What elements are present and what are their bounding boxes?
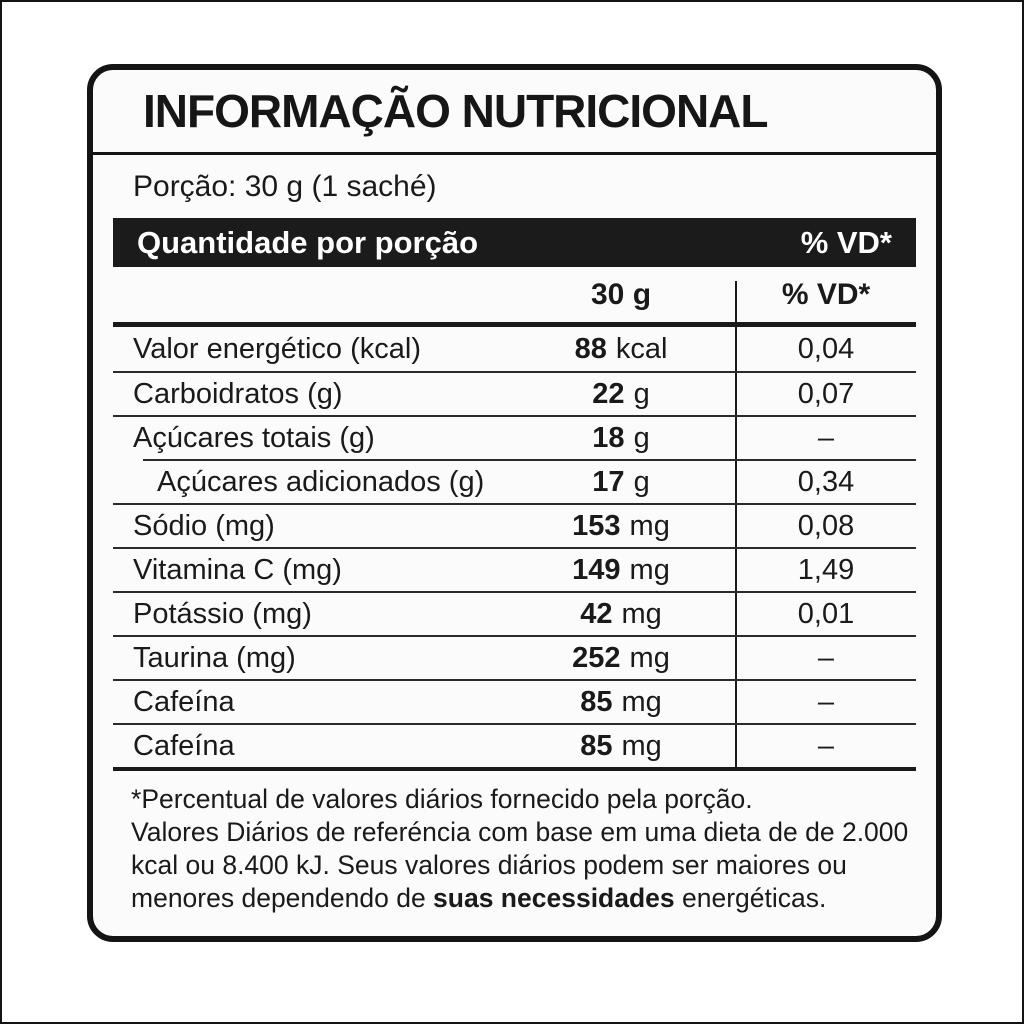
nutrient-amount: 42 mg — [506, 598, 736, 631]
footnote-line3-after: energéticas. — [674, 883, 827, 913]
nutrient-amount: 85 mg — [506, 730, 736, 763]
nutrient-amount-number: 85 — [580, 729, 613, 762]
nutrient-dv: – — [817, 641, 835, 674]
nutrient-amount: 17 g — [506, 466, 736, 499]
nutrient-name: Potássio (mg) — [133, 597, 312, 630]
nutrient-unit: kcal — [615, 332, 668, 365]
table-row: Açúcares adicionados (g) 17 g 0,34 — [113, 459, 916, 503]
quantity-header-bar: Quantidade por porção % VD* — [113, 218, 916, 267]
quantity-per-serving-label: Quantidade por porção — [137, 224, 479, 260]
nutrient-amount: 149 mg — [506, 554, 736, 587]
nutrient-amount-number: 17 — [592, 465, 625, 498]
nutrient-dv: 0,34 — [797, 465, 855, 498]
nutrient-unit: g — [633, 377, 650, 410]
nutrient-name: Taurina (mg) — [133, 641, 296, 674]
nutrient-amount-number: 42 — [580, 597, 613, 630]
nutrient-dv: – — [817, 685, 835, 718]
label-header: INFORMAÇÃO NUTRICIONAL — [93, 70, 936, 155]
table-row: Açúcares totais (g) 18 g – — [113, 415, 916, 459]
nutrition-label: INFORMAÇÃO NUTRICIONAL Porção: 30 g (1 s… — [87, 64, 942, 942]
nutrient-dv: 0,07 — [797, 377, 855, 410]
table-row: Potássio (mg) 42 mg 0,01 — [113, 591, 916, 635]
nutrient-name: Sódio (mg) — [133, 509, 275, 542]
table-row: Valor energético (kcal) 88 kcal 0,04 — [113, 327, 916, 371]
table-row: Sódio (mg) 153 mg 0,08 — [113, 503, 916, 547]
table-body: Valor energético (kcal) 88 kcal 0,04 Carboid… — [113, 327, 916, 767]
table-row: Carboidratos (g) 22 g 0,07 — [113, 371, 916, 415]
nutrient-unit: mg — [621, 597, 662, 630]
column-header-amount: 30 g — [590, 277, 652, 311]
nutrient-amount-number: 88 — [574, 332, 607, 365]
footnote-reference-line1: Valores Diários de referéncia com base e… — [131, 817, 909, 847]
nutrient-amount-number: 149 — [572, 553, 621, 586]
nutrient-amount-number: 18 — [592, 421, 625, 454]
footnote-line3-bold: suas necessidades — [433, 883, 675, 913]
nutrient-name: Valor energético (kcal) — [133, 332, 421, 365]
table-row: Cafeína 85 mg – — [113, 679, 916, 723]
nutrient-unit: mg — [621, 729, 662, 762]
footnote-reference-line3: menores dependendo de suas necessidades … — [131, 882, 916, 915]
footnote-reference-line2: kcal ou 8.400 kJ. Seus valores diários p… — [131, 850, 847, 880]
nutrient-unit: mg — [629, 641, 670, 674]
serving-size-line: Porção: 30 g (1 saché) — [133, 169, 437, 203]
nutrient-amount-number: 153 — [572, 509, 621, 542]
nutrient-dv: 0,04 — [797, 332, 855, 365]
nutrient-dv: 1,49 — [797, 553, 855, 586]
table-row: Vitamina C (mg) 149 mg 1,49 — [113, 547, 916, 591]
nutrient-unit: mg — [629, 509, 670, 542]
nutrient-name: Carboidratos (g) — [133, 377, 343, 410]
nutrient-dv: – — [817, 421, 835, 454]
nutrient-unit: mg — [621, 685, 662, 718]
nutrient-amount: 88 kcal — [506, 333, 736, 366]
footnote-daily-value: *Percentual de valores diários fornecido… — [131, 784, 753, 814]
nutrient-name: Cafeína — [133, 729, 235, 762]
nutrient-name: Açúcares adicionados (g) — [157, 465, 485, 498]
nutrient-dv: – — [817, 729, 835, 762]
table-row: Cafeína 85 mg – — [113, 723, 916, 767]
nutrient-unit: g — [633, 421, 650, 454]
nutrient-unit: g — [633, 465, 650, 498]
nutrient-amount: 85 mg — [506, 686, 736, 719]
nutrient-amount-number: 85 — [580, 685, 613, 718]
nutrient-name: Vitamina C (mg) — [133, 553, 342, 586]
nutrient-dv: 0,08 — [797, 509, 855, 542]
footnotes: *Percentual de valores diários fornecido… — [113, 771, 916, 915]
nutrient-amount: 252 mg — [506, 642, 736, 675]
nutrient-name: Cafeína — [133, 685, 235, 718]
nutrient-amount: 153 mg — [506, 510, 736, 543]
page-title: INFORMAÇÃO NUTRICIONAL — [143, 85, 768, 137]
nutrient-amount-number: 22 — [592, 377, 625, 410]
table-row: Taurina (mg) 252 mg – — [113, 635, 916, 679]
nutrient-unit: mg — [629, 553, 670, 586]
nutrient-amount: 22 g — [506, 378, 736, 411]
nutrition-table: 30 g % VD* Valor energético (kcal) 88 kcal… — [113, 267, 916, 771]
column-header-dv: % VD* — [781, 277, 871, 311]
nutrient-dv: 0,01 — [797, 597, 855, 630]
daily-value-bar-label: % VD* — [800, 224, 892, 260]
column-divider-line — [735, 281, 737, 767]
table-column-headers: 30 g % VD* — [113, 267, 916, 327]
footnote-line3-before: menores dependendo de — [131, 883, 434, 913]
nutrient-name: Açúcares totais (g) — [133, 421, 375, 454]
nutrient-amount: 18 g — [506, 422, 736, 455]
nutrient-amount-number: 252 — [572, 641, 621, 674]
